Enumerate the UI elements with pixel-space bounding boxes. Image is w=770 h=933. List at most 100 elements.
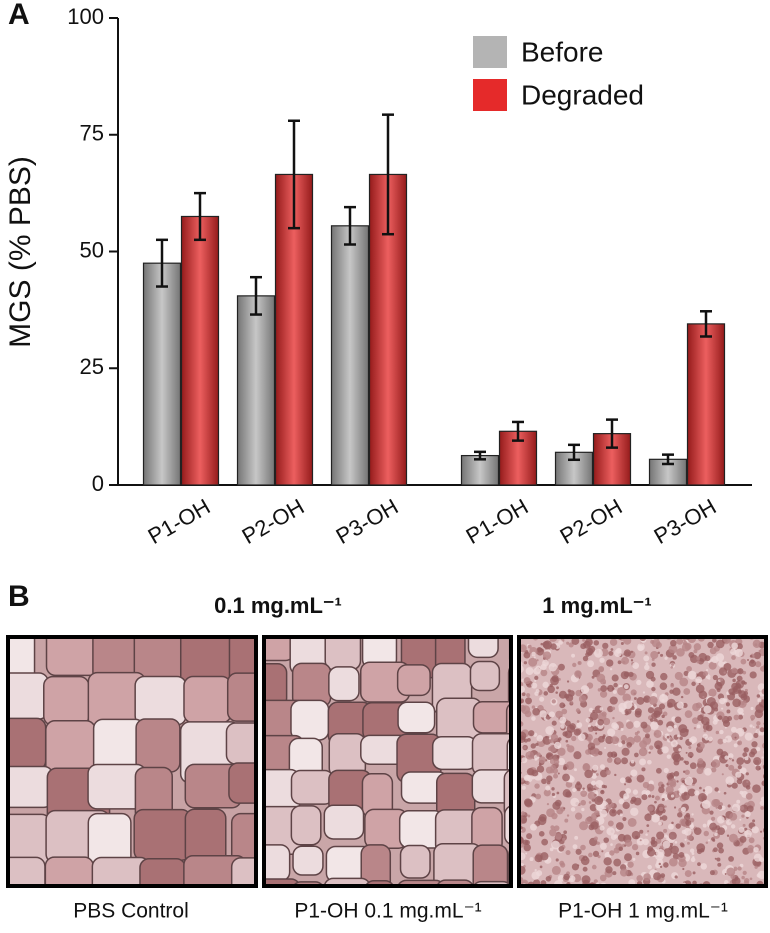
speckle (632, 662, 640, 669)
speckle (605, 735, 614, 745)
speckle (704, 655, 711, 662)
speckle (728, 753, 734, 759)
speckle (691, 717, 699, 725)
speckle (684, 838, 687, 841)
speckle (645, 833, 648, 836)
column-header: 0.1 mg.mL⁻¹ (214, 593, 342, 618)
speckle (683, 688, 691, 695)
speckle (570, 701, 574, 704)
speckle (570, 797, 580, 807)
speckle (623, 649, 632, 657)
speckle (692, 871, 696, 875)
speckle (656, 831, 665, 840)
speckle (618, 846, 624, 851)
speckle (737, 707, 744, 715)
speckle (599, 874, 607, 882)
image-caption: PBS Control (73, 900, 189, 923)
speckle (594, 796, 604, 806)
cell (290, 805, 322, 846)
speckle (570, 807, 576, 812)
speckle (534, 679, 537, 682)
speckle (644, 733, 650, 739)
speckle (527, 814, 531, 818)
speckle (726, 709, 731, 714)
speckle (582, 638, 585, 642)
speckle (742, 752, 748, 758)
speckle (539, 696, 545, 702)
speckle (668, 644, 678, 654)
speckle (747, 845, 755, 852)
speckle (585, 718, 591, 723)
cell (399, 844, 431, 879)
speckle (611, 674, 619, 682)
speckle (549, 847, 554, 852)
speckle (684, 710, 693, 718)
speckle (533, 667, 541, 675)
speckle (746, 780, 749, 784)
speckle (546, 802, 550, 806)
speckle (736, 799, 741, 804)
speckle (622, 801, 630, 810)
speckle (691, 813, 694, 816)
cell (292, 845, 324, 876)
speckle (725, 763, 729, 768)
speckle (739, 805, 745, 811)
speckle (599, 769, 608, 778)
speckle (647, 830, 650, 833)
speckle (714, 857, 717, 860)
speckle (696, 724, 701, 729)
speckle (632, 789, 639, 795)
speckle (753, 846, 759, 853)
speckle (584, 769, 593, 779)
speckle (654, 800, 657, 804)
speckle (728, 833, 738, 843)
speckle (605, 804, 612, 810)
speckle (653, 872, 662, 881)
speckle (682, 770, 686, 773)
speckle (673, 724, 677, 729)
micrograph-frame (6, 635, 258, 888)
speckle (580, 844, 586, 851)
error-bar (512, 420, 524, 442)
speckle (621, 747, 630, 756)
speckle (614, 773, 617, 777)
speckle (729, 812, 738, 821)
speckle (687, 670, 697, 680)
speckle (647, 759, 652, 765)
speckle (519, 777, 525, 783)
speckle (693, 727, 697, 730)
speckle (682, 867, 685, 871)
speckle (735, 683, 742, 689)
speckle (531, 716, 536, 721)
y-tick-label: 25 (80, 354, 104, 379)
speckle (672, 853, 680, 860)
cell (290, 769, 335, 805)
speckle (591, 675, 595, 679)
speckle (561, 708, 568, 715)
speckle (717, 738, 724, 745)
speckle (553, 825, 560, 832)
speckle (750, 714, 756, 720)
speckle (565, 781, 573, 788)
speckle (724, 873, 727, 876)
speckle (551, 787, 555, 791)
speckle (731, 782, 738, 789)
speckle (697, 758, 704, 765)
speckle (745, 792, 753, 800)
legend-label: Before (521, 36, 604, 67)
speckle (539, 865, 543, 869)
speckle (557, 757, 566, 766)
speckle (582, 866, 588, 872)
speckle (654, 795, 661, 801)
speckle (525, 667, 534, 675)
speckle (597, 688, 602, 692)
speckle (587, 791, 596, 800)
error-bar (700, 310, 712, 338)
speckle (656, 848, 665, 858)
speckle (669, 689, 674, 694)
speckle (573, 728, 581, 736)
speckle (690, 857, 696, 863)
speckle (719, 677, 724, 682)
speckle (557, 737, 562, 741)
speckle (593, 836, 598, 841)
